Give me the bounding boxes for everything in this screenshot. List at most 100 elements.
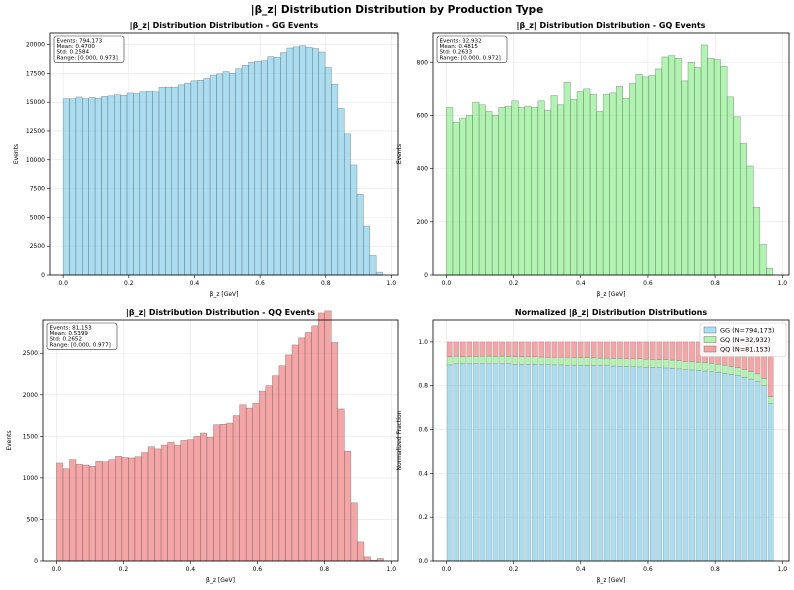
panel-title: |β_z| Distribution Distribution - GG Eve… [130,21,319,30]
stacked-bar-segment [630,341,636,359]
stacked-bar-segment [623,341,630,359]
stacked-bar-segment [545,357,551,365]
stats-line: Range: [0.000, 0.977] [50,342,111,348]
stacked-bar-segment [604,341,610,359]
stacked-bar-segment [486,341,492,357]
bar [344,451,352,562]
y-tick-label: 200 [417,219,429,226]
bar [154,448,162,562]
bar [173,444,181,562]
bar [193,436,201,562]
legend-swatch [703,345,717,353]
stacked-bar-segment [643,359,649,368]
stacked-bar-segment [748,378,754,562]
bar [609,92,617,276]
bar [324,310,332,562]
stacked-bar-segment [695,370,702,562]
x-tick-label: 0.8 [320,566,330,573]
bar [165,86,172,276]
bar [531,107,539,276]
bar [265,385,273,562]
stacked-bar-segment [735,375,741,562]
stacked-bar-segment [459,363,466,562]
stacked-bar-segment [702,370,708,562]
stacked-bar-segment [748,371,754,380]
stacked-bar-segment [761,378,767,386]
bar [668,55,676,276]
x-tick-label: 0.6 [643,280,653,287]
stacked-bar-segment [558,341,564,358]
y-tick-label: 20000 [26,42,45,49]
legend-swatch [703,326,717,334]
bar [82,464,90,562]
y-tick-label: 1500 [23,433,38,440]
bar [375,271,383,276]
bar [273,56,281,276]
y-axis-label: Events [396,144,403,164]
bar [197,79,204,276]
stacked-bar-segment [715,372,722,562]
stacked-bar-segment [505,341,512,357]
y-tick-label: 0.8 [418,383,428,390]
bar [115,456,123,562]
stacked-bar-segment [512,364,519,562]
stacked-bar-segment [551,364,558,562]
bar [75,96,83,276]
axes-frame [432,32,790,276]
bar [69,98,77,276]
bar [126,92,134,276]
chart-panel-2: |β_z| Distribution Distribution - GQ Eve… [396,21,790,298]
stacked-bar-segment [505,363,512,562]
stacked-bar-segment [446,341,453,358]
bar [343,133,351,276]
y-tick-label: 600 [417,112,429,119]
stacked-bar-segment [702,362,708,372]
x-tick-label: 0.2 [119,566,129,573]
y-axis-label: Events [6,430,13,450]
bar [108,459,116,562]
chart-panel-1: |β_z| Distribution Distribution - GG Eve… [13,21,399,298]
bar [222,71,230,276]
bar [62,468,70,562]
bar [524,105,532,276]
x-tick-label: 1.0 [387,280,397,287]
stacked-bar-segment [682,341,689,362]
bar [700,44,708,276]
bar [537,100,545,276]
x-tick-label: 1.0 [778,566,788,573]
x-axis-label: β_z [GeV] [596,577,625,584]
bar [452,121,460,276]
bar [498,107,506,276]
bar [356,194,364,276]
stacked-bar-segment [558,357,564,366]
bar [544,109,552,276]
stats-box [53,35,125,63]
stacked-bar-segment [492,363,499,562]
stats-line: Events: 794,173 [57,39,103,45]
stats-line: Std: 0.2652 [50,337,83,343]
stacked-bar-segment [643,341,649,360]
bar [107,95,115,276]
stacked-bar-segment [604,365,610,562]
stacked-bar-segment [669,341,676,361]
bar [128,457,136,562]
bar [628,83,637,276]
y-tick-label: 2000 [23,392,38,399]
bar [171,86,179,276]
bar [596,111,604,276]
stacked-bar-segment [466,356,473,365]
stacked-bar-segment [617,341,623,359]
x-tick-label: 1.0 [387,566,397,573]
bar [478,104,486,276]
stacked-bar-segment [630,366,636,562]
stacked-bar-segment [610,341,617,359]
stacked-bar-segment [689,341,695,363]
bar [331,84,339,276]
stacked-bar-segment [505,356,512,365]
bar [312,48,319,276]
bar [285,354,293,562]
bar [147,446,155,562]
bar [216,73,224,276]
stacked-bar-segment [676,341,682,361]
stacked-bar-segment [466,341,473,357]
